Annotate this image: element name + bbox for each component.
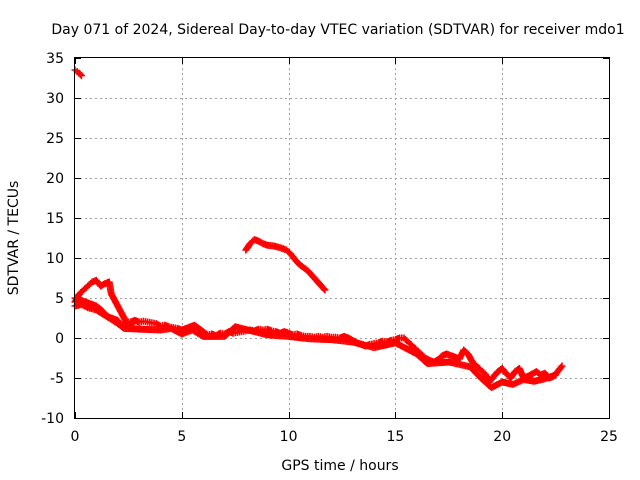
y-tick-label: 0 (55, 331, 64, 347)
x-tick-label: 0 (71, 429, 80, 445)
x-tick-label: 20 (493, 429, 511, 445)
y-tick-label: -5 (50, 371, 64, 387)
x-tick-label: 10 (280, 429, 298, 445)
data-point (321, 286, 329, 294)
data-point (76, 70, 84, 78)
y-axis-label: SDTVAR / TECUs (6, 181, 22, 296)
tick-marks (75, 58, 610, 419)
y-tick-label: -10 (41, 411, 64, 427)
data-point (552, 371, 560, 379)
plot-frame (74, 57, 610, 419)
y-tick-label: 35 (46, 51, 64, 67)
data-point (557, 363, 565, 371)
data-point (558, 362, 566, 370)
data-point (320, 285, 328, 293)
y-tick-label: 10 (46, 251, 64, 267)
y-tick-label: 30 (46, 91, 64, 107)
chart-title: Day 071 of 2024, Sidereal Day-to-day VTE… (51, 22, 624, 38)
x-tick-labels: 0 5 10 15 20 25 (71, 429, 618, 445)
x-axis-label: GPS time / hours (281, 458, 398, 474)
data-points (71, 66, 566, 392)
x-tick-label: 25 (600, 429, 618, 445)
x-tick-label: 5 (177, 429, 186, 445)
data-point (77, 72, 85, 80)
x-tick-label: 15 (386, 429, 404, 445)
y-tick-label: 5 (55, 291, 64, 307)
y-tick-labels: -10 -5 0 5 10 15 20 25 30 35 (41, 51, 64, 427)
y-tick-label: 25 (46, 131, 64, 147)
y-tick-label: 15 (46, 211, 64, 227)
grid-lines (75, 58, 609, 418)
y-tick-label: 20 (46, 171, 64, 187)
